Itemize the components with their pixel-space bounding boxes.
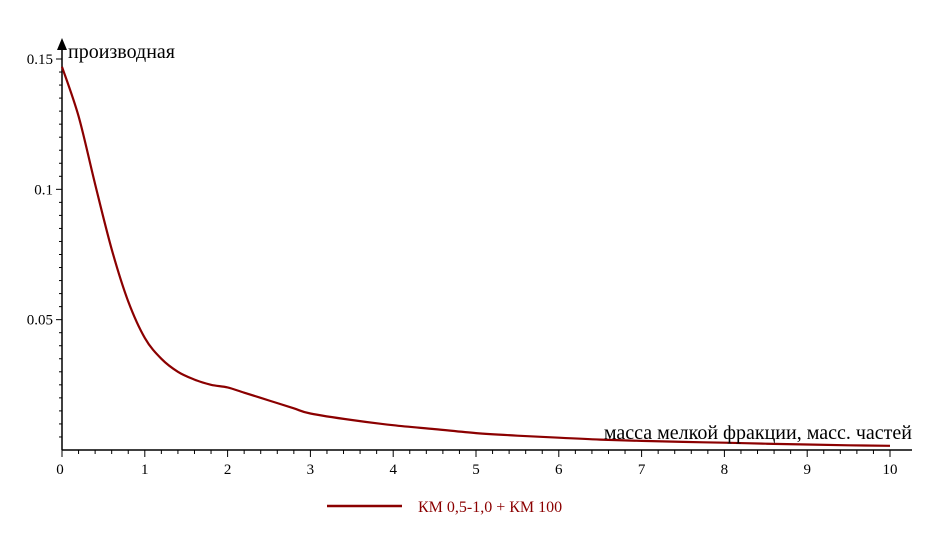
- x-tick-label: 1: [141, 462, 149, 478]
- y-axis-arrow: [57, 38, 67, 50]
- x-tick-label: 3: [307, 462, 315, 478]
- series-line: [60, 66, 891, 447]
- y-tick-label: 0.15: [27, 52, 53, 68]
- legend-label: КМ 0,5-1,0 + КМ 100: [418, 499, 562, 516]
- y-axis-label: производная: [68, 41, 175, 63]
- x-tick-label: 7: [638, 462, 646, 478]
- y-tick-label: 0.1: [34, 182, 53, 198]
- x-tick-label: 4: [389, 462, 397, 478]
- x-tick-label: 2: [224, 462, 232, 478]
- series: [60, 66, 891, 447]
- tick-labels: 0 1 2 3 4 5 6 7 8 9 10 0.05 0.1 0.15: [27, 52, 898, 478]
- x-tick-label: 8: [721, 462, 729, 478]
- ticks: [56, 58, 891, 457]
- x-tick-label: 5: [472, 462, 480, 478]
- x-tick-label: 6: [555, 462, 563, 478]
- y-tick-label: 0.05: [27, 313, 53, 329]
- axes: [57, 38, 912, 451]
- x-axis-label: масса мелкой фракции, масс. частей: [604, 422, 912, 444]
- x-tick-label: 0: [56, 462, 64, 478]
- x-tick-label: 10: [883, 462, 898, 478]
- legend: КМ 0,5-1,0 + КМ 100: [327, 499, 562, 516]
- x-tick-label: 9: [803, 462, 811, 478]
